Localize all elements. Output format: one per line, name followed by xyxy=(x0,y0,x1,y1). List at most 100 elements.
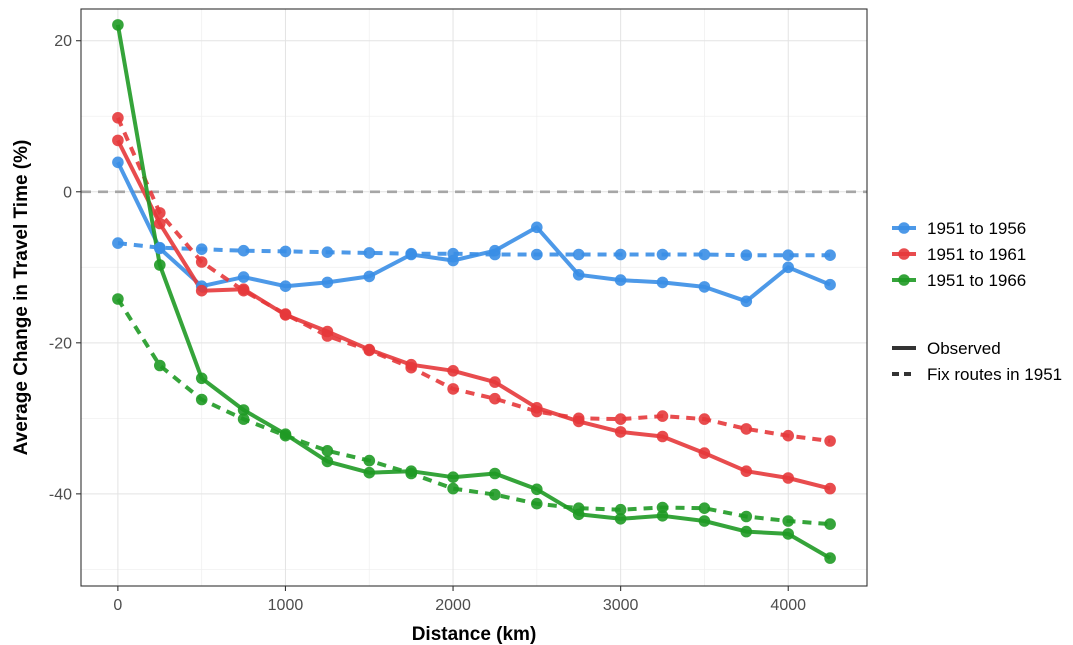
data-point xyxy=(531,248,543,261)
data-point xyxy=(824,518,836,530)
data-point xyxy=(112,156,124,169)
data-point xyxy=(782,249,794,261)
data-point xyxy=(698,413,711,425)
data-point xyxy=(237,244,250,257)
data-point xyxy=(154,359,166,372)
data-point xyxy=(405,467,418,480)
data-point xyxy=(656,430,669,443)
data-point xyxy=(824,552,836,564)
legend-label: Fix routes in 1951 xyxy=(927,365,1062,384)
data-point xyxy=(321,455,334,468)
data-point xyxy=(614,274,627,286)
data-point xyxy=(237,404,250,416)
y-tick-label: -40 xyxy=(49,486,72,503)
data-point xyxy=(572,412,585,425)
data-point xyxy=(572,248,585,261)
data-point xyxy=(363,344,376,357)
data-point xyxy=(279,280,292,293)
data-point xyxy=(195,372,208,385)
data-point xyxy=(824,249,836,261)
legend-key-point xyxy=(898,222,910,234)
data-point xyxy=(824,278,836,291)
series-line xyxy=(116,139,831,491)
data-point xyxy=(656,276,669,289)
data-point xyxy=(614,413,627,425)
series-line xyxy=(115,24,832,560)
y-tick-label: -20 xyxy=(49,335,72,352)
data-point xyxy=(279,245,292,258)
x-tick-label: 1000 xyxy=(268,597,304,614)
series-line xyxy=(116,297,831,527)
data-point xyxy=(112,237,124,249)
y-tick-label: 20 xyxy=(54,33,72,50)
data-point xyxy=(698,281,711,293)
data-point xyxy=(195,256,208,268)
data-point xyxy=(489,467,501,480)
data-point xyxy=(489,376,501,388)
data-point xyxy=(447,365,459,377)
legend-label: 1951 to 1956 xyxy=(927,219,1026,238)
x-tick-label: 0 xyxy=(113,597,122,614)
data-point xyxy=(154,217,166,230)
data-point xyxy=(405,361,418,374)
data-point xyxy=(740,510,753,523)
y-tick-label: 0 xyxy=(63,184,72,201)
data-point xyxy=(656,410,669,422)
data-point xyxy=(489,248,501,261)
data-point xyxy=(195,243,208,255)
data-point xyxy=(572,269,585,281)
data-point xyxy=(447,383,459,395)
data-point xyxy=(405,247,418,260)
data-point xyxy=(531,405,543,418)
data-point xyxy=(321,246,334,258)
data-point xyxy=(112,134,124,147)
series-points xyxy=(112,19,836,564)
data-point xyxy=(237,413,250,425)
data-point xyxy=(614,503,627,516)
data-point xyxy=(154,207,166,219)
series-line xyxy=(116,116,831,443)
axis-tick-labels: 0 1000 2000 3000 4000 20 0 -20 -40 xyxy=(49,33,806,614)
legend-label: 1951 to 1966 xyxy=(927,271,1026,290)
data-point xyxy=(112,19,124,31)
data-point xyxy=(363,454,376,467)
data-point xyxy=(237,271,250,283)
data-point xyxy=(782,261,794,274)
x-tick-label: 3000 xyxy=(603,597,639,614)
x-axis-title: Distance (km) xyxy=(412,624,537,645)
data-point xyxy=(154,241,166,254)
data-point xyxy=(363,270,376,283)
data-point xyxy=(698,447,711,459)
data-point xyxy=(363,466,376,479)
data-point xyxy=(447,482,459,495)
data-point xyxy=(782,429,794,442)
series-line xyxy=(117,241,831,258)
data-point xyxy=(154,259,166,271)
data-point xyxy=(614,248,627,261)
data-point xyxy=(363,247,376,259)
data-point xyxy=(698,502,711,514)
data-point xyxy=(614,426,627,438)
data-point xyxy=(531,483,543,496)
data-point xyxy=(489,392,501,405)
data-point xyxy=(656,501,669,514)
data-point xyxy=(447,471,459,484)
data-point xyxy=(782,472,794,484)
data-point xyxy=(112,293,124,305)
data-point xyxy=(740,525,753,538)
x-tick-label: 2000 xyxy=(435,597,471,614)
data-point xyxy=(531,497,543,510)
legend-key-point xyxy=(898,248,910,260)
data-point xyxy=(740,249,753,261)
data-point xyxy=(195,393,208,406)
x-tick-label: 4000 xyxy=(770,597,806,614)
legend-label: Observed xyxy=(927,339,1001,358)
data-point xyxy=(824,435,836,447)
series-lines xyxy=(115,24,832,560)
legend-key-point xyxy=(898,274,910,286)
data-point xyxy=(112,112,124,124)
data-point xyxy=(447,247,459,260)
data-point xyxy=(489,488,501,501)
data-point xyxy=(656,248,669,261)
